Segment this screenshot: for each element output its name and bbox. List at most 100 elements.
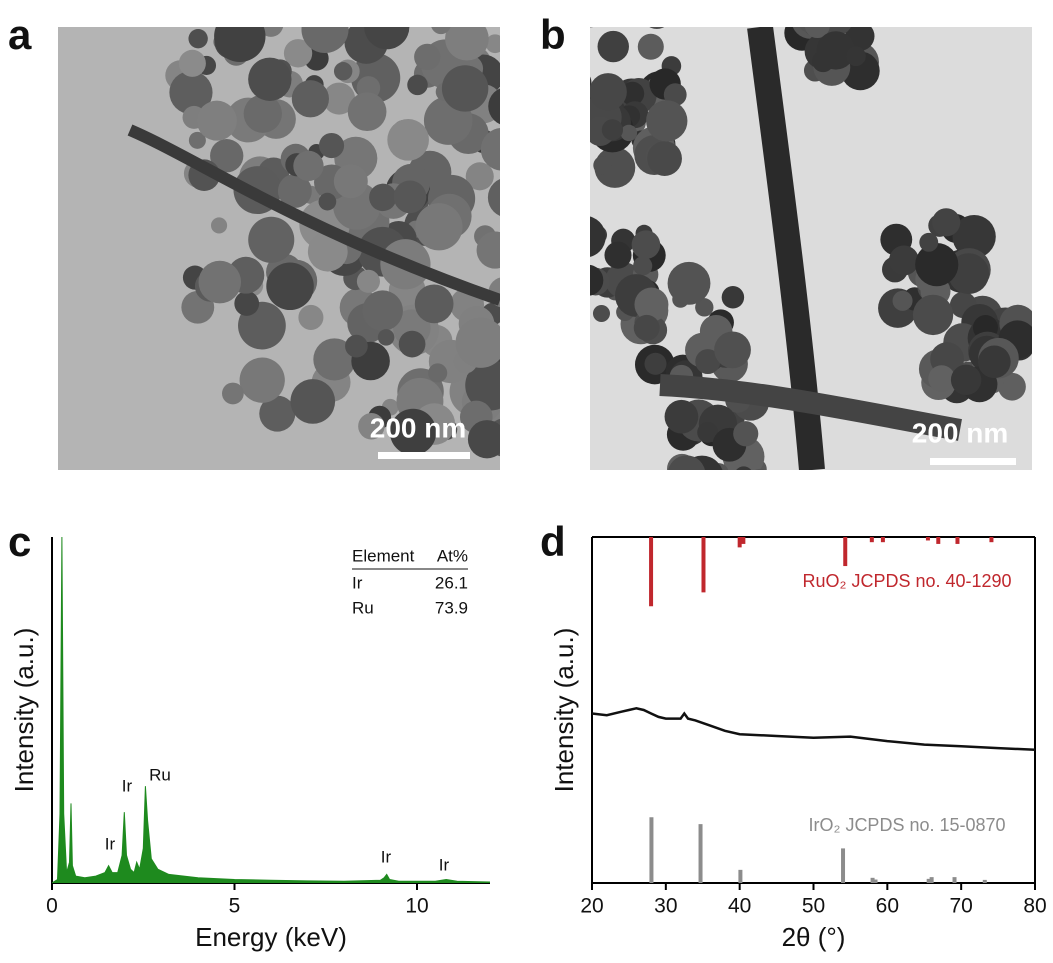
particle [290,379,336,424]
table-header: Element [352,546,415,565]
particle [928,365,956,393]
particle [214,27,266,62]
x-tick-label: 80 [1023,895,1046,918]
particle [234,291,260,316]
particle [548,257,583,292]
particle [248,216,295,263]
particle [547,270,582,305]
particle [590,216,606,257]
particle [664,399,699,434]
particle [816,31,855,70]
particle [952,214,996,259]
particle [592,304,610,323]
particle [455,317,500,368]
particle [604,241,632,269]
particle [210,139,244,173]
particle [487,179,500,216]
scale-bar [378,452,470,459]
x-axis-title: 2θ (°) [782,922,846,952]
particle [545,218,580,253]
x-tick-label: 0 [46,895,58,918]
particle [590,76,592,88]
particle [631,230,661,260]
particle [259,395,296,432]
particle [586,0,617,5]
particle [196,100,237,141]
particle [431,27,451,35]
particle [620,81,645,106]
particle [445,27,489,61]
particle [948,253,990,295]
x-tick-label: 10 [405,895,428,918]
particle [362,290,403,331]
scale-label: 200 nm [912,417,1009,448]
particle [755,468,765,470]
particle [428,363,448,383]
particle [389,408,437,456]
particle [667,261,711,305]
particle [222,382,244,405]
nanotube [659,374,962,441]
particle [633,314,660,341]
particle [415,203,463,251]
peak-label: Ir [122,776,133,795]
particle [590,73,627,111]
nanotube [127,124,500,306]
particle [364,27,410,50]
particle [293,150,324,182]
particle [369,183,397,212]
table-cell: 26.1 [435,573,468,592]
particle [188,28,208,49]
x-tick-label: 5 [229,895,241,918]
particle [178,49,206,77]
particle [668,455,705,470]
particle [919,232,939,252]
particle [318,192,337,211]
particle [356,269,380,293]
particle [358,413,385,440]
particle [467,420,500,459]
x-tick-label: 30 [654,895,677,918]
particle [571,79,589,97]
scale-bar [930,458,1016,465]
peak-label: Ir [439,855,450,874]
particle [407,74,428,96]
particle [243,94,282,133]
particle [800,5,820,25]
particle [480,127,500,171]
particle [601,119,624,141]
x-axis-title: Energy (keV) [195,922,347,952]
particle [795,7,812,24]
panel-label: a [8,11,32,58]
particle [211,217,228,234]
particle [301,27,349,54]
particle [998,372,1026,401]
x-tick-label: 20 [580,895,603,918]
particle [721,286,745,309]
panel-label: b [540,11,566,58]
particle [347,92,387,132]
particle [915,243,959,287]
particle [414,43,441,71]
particle [313,338,356,381]
particle [291,80,329,118]
x-tick-label: 40 [728,895,751,918]
particle [697,421,718,443]
particle [950,364,982,396]
particle [323,82,356,115]
particle [912,294,954,336]
particle [277,173,312,208]
panel-label: d [540,518,566,565]
particle [590,27,594,28]
particle [620,124,638,142]
particle [188,131,206,149]
scale-label: 200 nm [370,412,467,443]
particle [590,280,591,292]
particle [634,287,669,322]
particle [892,290,913,311]
particle [888,245,919,276]
particle [169,70,213,115]
particle [465,162,494,191]
